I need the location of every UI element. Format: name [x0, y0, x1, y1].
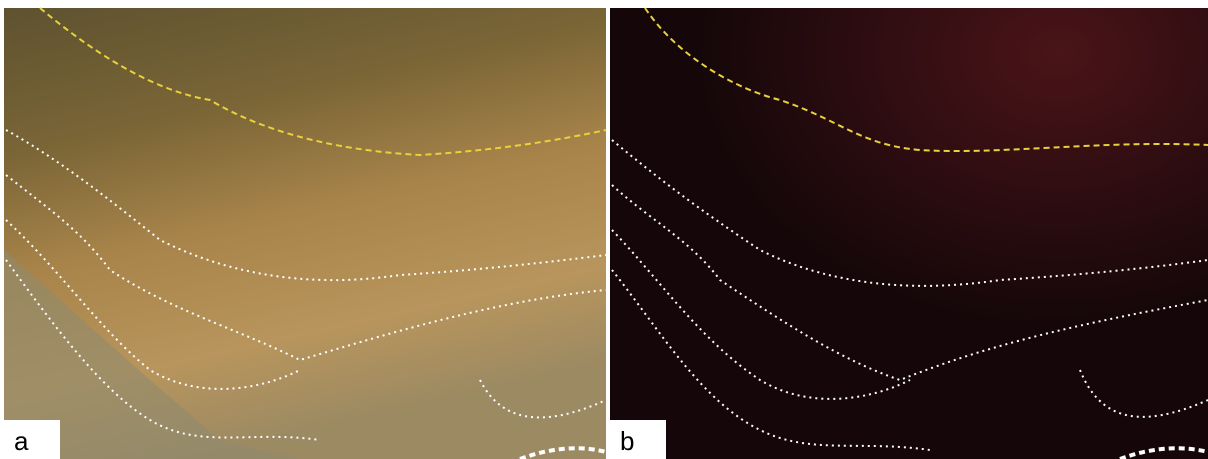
- panel-label: b: [620, 426, 634, 456]
- panel-b: b: [610, 8, 1208, 459]
- panel-label: a: [14, 426, 29, 456]
- figure: a b: [0, 0, 1208, 459]
- label-box: [610, 420, 666, 459]
- micrograph-b: [610, 8, 1208, 459]
- panel-a: a: [4, 8, 606, 459]
- label-box: [4, 420, 60, 459]
